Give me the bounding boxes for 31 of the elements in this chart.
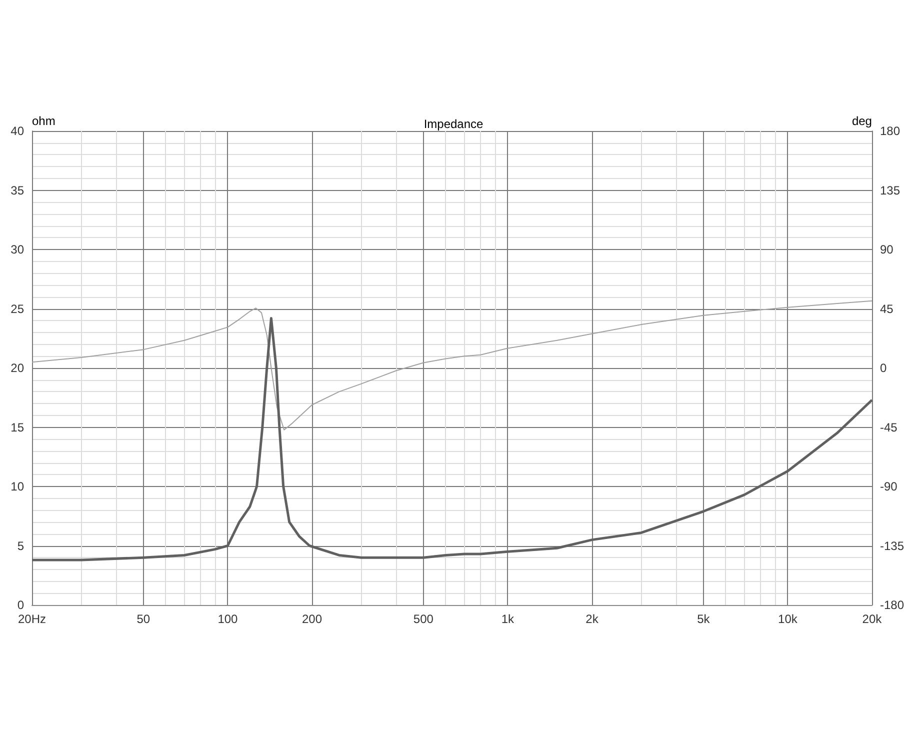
x-tick-label: 100: [218, 612, 238, 626]
y2-tick-label: 90: [880, 242, 894, 256]
x-tick-label: 1k: [501, 612, 516, 626]
y-tick-label: 0: [17, 598, 24, 612]
chart-title: Impedance: [424, 117, 484, 131]
x-tick-label: 20k: [862, 612, 883, 626]
x-tick-label: 500: [413, 612, 434, 626]
y-tick-label: 40: [10, 124, 24, 138]
y-tick-label: 5: [17, 538, 24, 553]
y2-tick-label: 45: [880, 302, 894, 316]
y-tick-label: 20: [10, 361, 24, 375]
y-tick-label: 25: [10, 302, 24, 316]
y2-tick-label: -180: [880, 598, 904, 612]
x-tick-label: 200: [302, 612, 322, 626]
y2-tick-label: -135: [880, 538, 904, 553]
y-tick-label: 15: [10, 420, 24, 434]
y2-tick-label: 180: [880, 124, 900, 138]
y-tick-label: 35: [10, 183, 24, 198]
x-tick-label: 2k: [586, 612, 600, 626]
x-tick-label: 20Hz: [18, 612, 46, 626]
y2-tick-label: -45: [880, 420, 898, 434]
y2-tick-label: 0: [880, 361, 887, 375]
y2-axis-title: deg: [852, 114, 872, 128]
y2-tick-label: -90: [880, 480, 898, 494]
y-axis-title: ohm: [32, 114, 56, 128]
x-tick-label: 50: [136, 612, 150, 626]
y-tick-label: 10: [10, 480, 24, 494]
x-tick-label: 10k: [778, 612, 798, 626]
y-tick-label: 30: [10, 242, 24, 256]
y2-tick-label: 135: [880, 183, 900, 198]
x-tick-label: 5k: [697, 612, 711, 626]
